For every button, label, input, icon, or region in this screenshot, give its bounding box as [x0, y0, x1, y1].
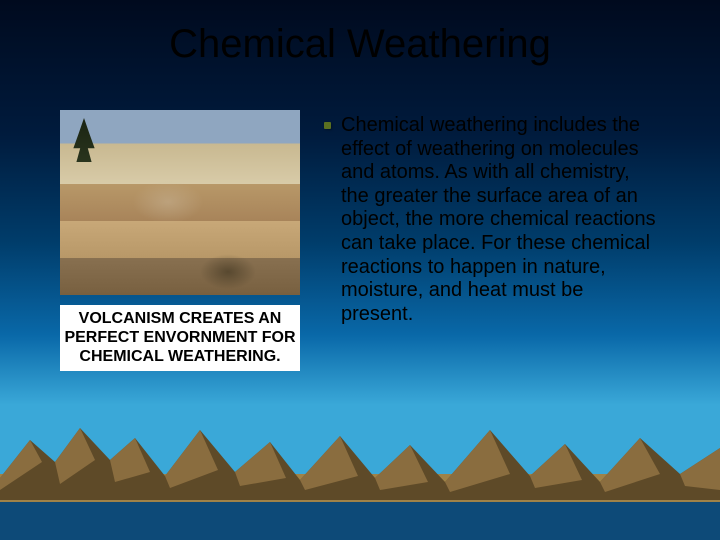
image-caption: VOLCANISM CREATES AN PERFECT ENVORNMENT …: [60, 305, 300, 371]
slide-title: Chemical Weathering: [0, 22, 720, 67]
bullet-item: Chemical weathering includes the effect …: [324, 114, 660, 326]
landscape-decoration: [0, 400, 720, 540]
image-block: VOLCANISM CREATES AN PERFECT ENVORNMENT …: [60, 110, 300, 371]
text-block: Chemical weathering includes the effect …: [324, 110, 660, 371]
content-area: VOLCANISM CREATES AN PERFECT ENVORNMENT …: [60, 110, 660, 371]
volcanism-photo: [60, 110, 300, 295]
bullet-icon: [324, 122, 331, 129]
bullet-text: Chemical weathering includes the effect …: [341, 114, 660, 326]
